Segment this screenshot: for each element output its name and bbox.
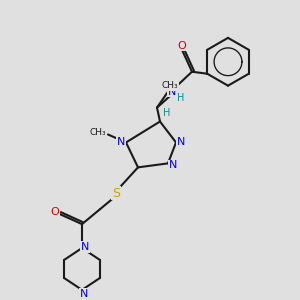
Text: CH₃: CH₃ <box>90 128 106 137</box>
Text: H: H <box>163 108 171 118</box>
Text: CH₃: CH₃ <box>162 81 178 90</box>
Text: S: S <box>112 187 120 200</box>
Text: N: N <box>168 87 176 97</box>
Text: N: N <box>169 160 177 170</box>
Text: O: O <box>51 207 59 217</box>
Text: N: N <box>80 289 88 299</box>
Text: O: O <box>178 41 186 51</box>
Text: N: N <box>177 137 185 148</box>
Text: H: H <box>177 93 185 103</box>
Text: N: N <box>81 242 89 252</box>
Text: N: N <box>117 137 125 148</box>
